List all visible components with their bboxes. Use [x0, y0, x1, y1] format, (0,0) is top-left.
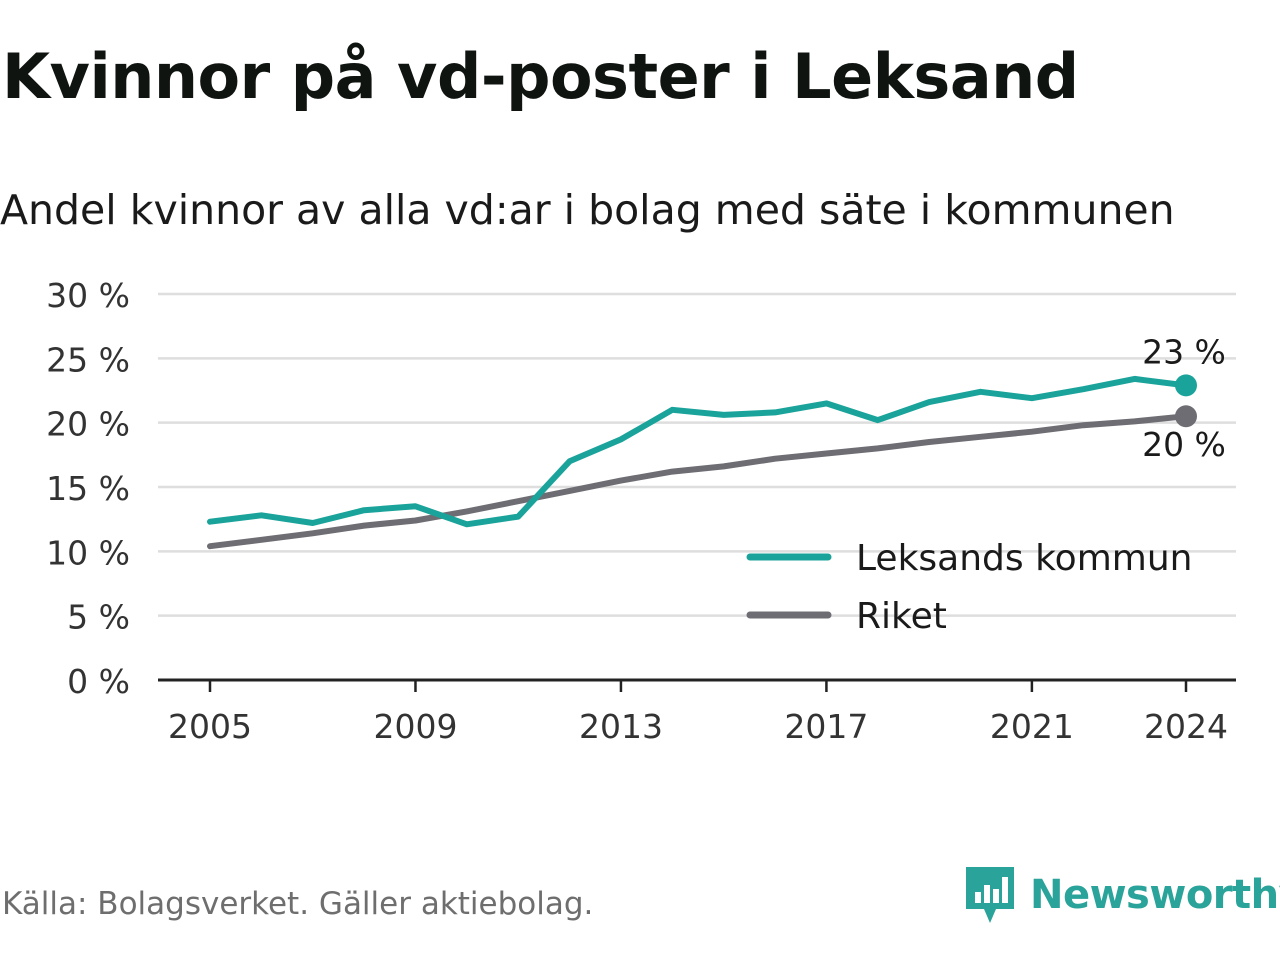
x-tick-label: 2005 [168, 707, 252, 746]
x-tick-label: 2021 [990, 707, 1074, 746]
x-tick-label: 2024 [1144, 707, 1228, 746]
brand-logo: Newsworthy [964, 864, 1280, 926]
y-tick-label: 5 % [67, 598, 130, 637]
series-line-leksand [207, 375, 1189, 528]
y-tick-label: 20 % [46, 405, 130, 444]
end-point-leksand [1175, 374, 1197, 397]
newsworthy-logo-icon [966, 867, 1014, 923]
y-tick-label: 10 % [46, 533, 130, 572]
chart-subtitle: Andel kvinnor av alla vd:ar i bolag med … [0, 186, 1175, 234]
y-tick-label: 25 % [46, 340, 130, 379]
brand-name: Newsworthy [1030, 872, 1280, 918]
chart-title: Kvinnor på vd-poster i Leksand [2, 40, 1079, 113]
legend-label: Leksands kommun [856, 538, 1192, 579]
end-label-leksand: 23 % [1142, 332, 1226, 371]
legend-label: Riket [856, 596, 947, 637]
y-tick-label: 15 % [46, 469, 130, 508]
x-tick-label: 2017 [784, 707, 868, 746]
end-label-riket: 20 % [1142, 425, 1226, 464]
y-tick-label: 30 % [46, 276, 130, 315]
end-point-riket [1175, 405, 1197, 428]
x-tick-label: 2013 [579, 707, 663, 746]
y-tick-label: 0 % [67, 662, 130, 701]
x-tick-label: 2009 [373, 707, 457, 746]
source-note: Källa: Bolagsverket. Gäller aktiebolag. [2, 886, 594, 922]
series-line-riket [207, 413, 1189, 550]
